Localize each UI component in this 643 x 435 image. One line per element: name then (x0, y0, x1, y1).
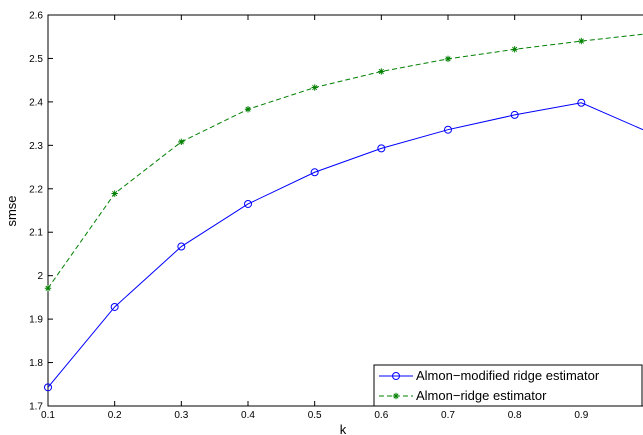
legend-star-shape-shape (392, 392, 400, 400)
data-point-shape (111, 190, 118, 197)
y-tick-label: 1.8 (29, 358, 43, 369)
y-axis-label: smse (4, 195, 19, 226)
data-point (511, 46, 518, 53)
series-line-1 (47, 33, 643, 289)
plot-area (47, 14, 643, 407)
data-point (44, 285, 52, 292)
x-tick-label: 0.6 (374, 410, 388, 421)
x-axis-label: k (340, 422, 347, 435)
data-point (378, 68, 385, 75)
x-tick-label: 0.4 (241, 410, 255, 421)
x-tick-label: 0.7 (441, 410, 455, 421)
series-line-0 (47, 102, 643, 388)
legend-marker-modified (392, 372, 400, 380)
data-point (244, 106, 252, 113)
data-point (44, 383, 52, 392)
data-point (510, 110, 519, 119)
data-point (310, 168, 319, 177)
data-point (244, 199, 252, 208)
x-tick-label: 0.2 (108, 410, 122, 421)
legend-label-modified: Almon−modified ridge estimator (416, 368, 600, 383)
legend-label-ridge: Almon−ridge estimator (416, 388, 547, 403)
data-point (311, 84, 318, 91)
y-tick-label: 1.7 (29, 402, 43, 413)
data-point-shape (511, 46, 518, 53)
y-tick-label: 2.2 (29, 184, 43, 195)
y-tick-label: 2.6 (29, 11, 43, 22)
y-tick-label: 2.5 (29, 54, 43, 65)
data-point-shape (444, 55, 452, 63)
data-point-shape (578, 37, 585, 45)
data-point (110, 302, 119, 311)
legend-marker-ridge (392, 392, 400, 400)
data-point-shape (311, 84, 318, 91)
series-markers (44, 37, 586, 392)
y-tick-label: 2.3 (29, 141, 43, 152)
y-tick-label: 2.1 (29, 228, 43, 239)
data-point (177, 242, 186, 251)
legend-box (373, 364, 643, 407)
data-point-shape (244, 106, 252, 113)
x-tick-label: 0.3 (174, 410, 188, 421)
data-point (377, 144, 386, 153)
data-point (444, 55, 452, 63)
data-point (178, 138, 185, 146)
data-point (444, 125, 452, 134)
data-point (578, 37, 585, 45)
x-tick-label: 0.9 (574, 410, 588, 421)
data-point-shape (178, 138, 185, 146)
series-lines (47, 33, 643, 388)
legend-star-shape (392, 392, 400, 400)
legend: Almon−modified ridge estimator Almon−rid… (373, 364, 643, 407)
data-point (577, 98, 586, 107)
data-point-shape (44, 285, 52, 292)
x-tick-label: 0.5 (308, 410, 322, 421)
y-tick-label: 2.4 (29, 97, 43, 108)
data-point (111, 190, 118, 197)
y-tick-label: 1.9 (29, 315, 43, 326)
x-tick-label: 0.1 (41, 410, 55, 421)
x-tick-label: 0.8 (508, 410, 522, 421)
y-tick-label: 2 (37, 271, 43, 282)
data-point-shape (378, 68, 385, 75)
